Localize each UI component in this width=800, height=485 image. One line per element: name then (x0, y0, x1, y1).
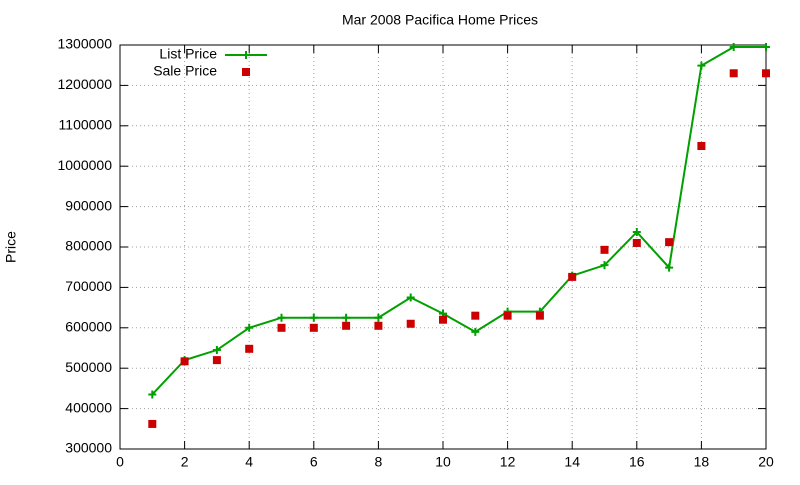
point-marker (665, 238, 674, 247)
point-marker (342, 313, 351, 322)
x-tick-label: 14 (564, 454, 580, 470)
x-tick-label: 2 (181, 454, 189, 470)
point-marker (212, 356, 221, 365)
plot-frame (119, 44, 767, 450)
point-marker (148, 419, 157, 428)
point-marker (729, 69, 738, 78)
point-marker (374, 313, 383, 322)
point-marker (309, 313, 318, 322)
y-tick-label: 600000 (65, 319, 112, 335)
point-marker (406, 293, 415, 302)
y-tick-label: 1200000 (57, 76, 112, 92)
point-marker (212, 346, 221, 355)
y-tick-label: 1300000 (57, 36, 112, 52)
x-tick-label: 6 (310, 454, 318, 470)
point-marker (535, 311, 544, 320)
series-line (151, 46, 766, 396)
point-marker (406, 319, 415, 328)
point-marker (729, 43, 738, 52)
chart-title: Mar 2008 Pacifica Home Prices (342, 12, 538, 28)
point-marker (180, 357, 189, 366)
point-marker (471, 327, 480, 336)
legend-marker (242, 68, 250, 76)
point-marker (600, 245, 609, 254)
point-marker (762, 69, 770, 78)
x-tick-label: 20 (758, 454, 774, 470)
y-tick-label: 900000 (65, 197, 112, 213)
y-tick-label: 800000 (65, 238, 112, 254)
y-tick-label: 300000 (65, 440, 112, 456)
point-marker (697, 61, 706, 70)
x-tick-label: 10 (435, 454, 451, 470)
point-marker (632, 238, 641, 247)
point-marker (342, 321, 351, 330)
legend-marker (242, 51, 250, 59)
point-marker (245, 344, 254, 353)
point-marker (762, 43, 770, 52)
point-marker (277, 323, 286, 332)
point-marker (374, 321, 383, 330)
point-marker (471, 311, 480, 320)
point-marker (277, 313, 286, 322)
point-marker (665, 263, 674, 272)
point-marker (439, 315, 447, 324)
y-tick-label: 500000 (65, 359, 112, 375)
point-marker (148, 390, 157, 399)
y-tick-label: 700000 (65, 278, 112, 294)
x-tick-label: 16 (629, 454, 645, 470)
point-marker (600, 261, 609, 270)
legend-label: Sale Price (153, 63, 217, 79)
point-marker (568, 272, 577, 281)
x-tick-label: 0 (116, 454, 124, 470)
y-tick-label: 400000 (65, 399, 112, 415)
x-tick-label: 18 (694, 454, 710, 470)
x-tick-label: 8 (375, 454, 383, 470)
point-marker (632, 228, 641, 237)
point-marker (245, 323, 254, 332)
y-tick-label: 1000000 (57, 157, 112, 173)
y-axis-label: Price (3, 231, 19, 263)
y-tick-label: 1100000 (59, 117, 113, 133)
point-marker (503, 311, 512, 320)
x-tick-label: 12 (500, 454, 516, 470)
legend-label: List Price (159, 46, 217, 62)
point-marker (309, 323, 318, 332)
x-tick-label: 4 (245, 454, 253, 470)
point-marker (697, 142, 706, 150)
